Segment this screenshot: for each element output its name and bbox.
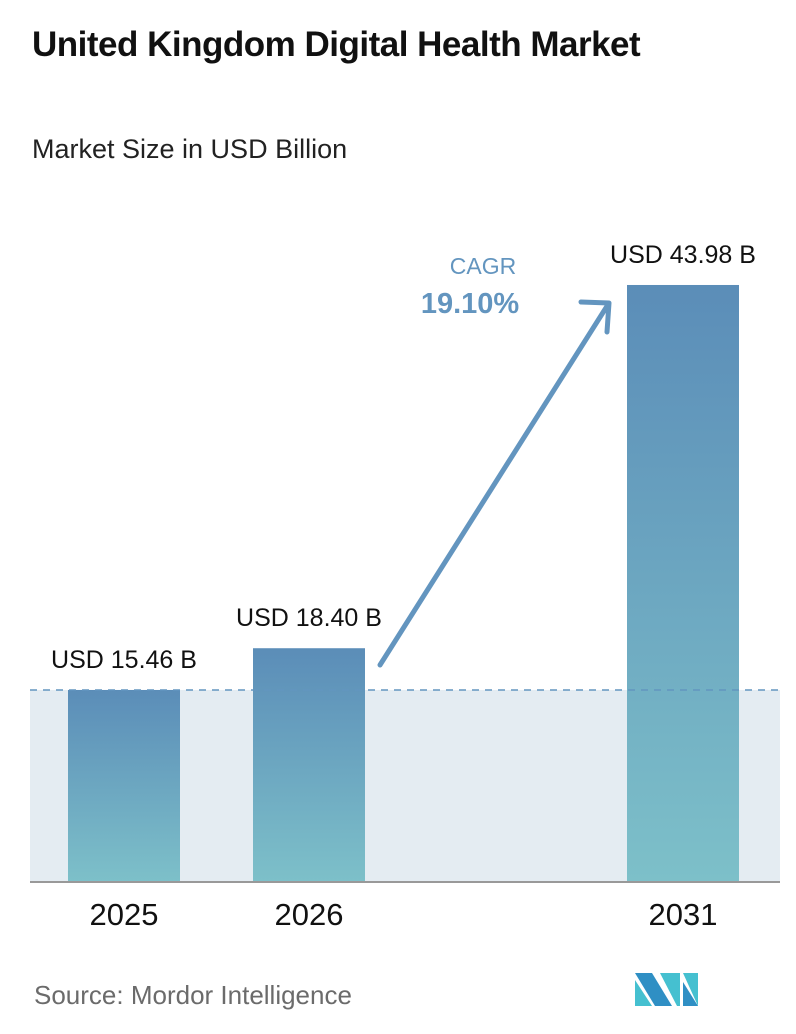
cagr-arrow [377,299,612,668]
bar-value-label: USD 18.40 B [236,604,382,632]
x-tick-label: 2031 [649,897,718,932]
x-tick-label: 2026 [275,897,344,932]
x-tick-label: 2025 [90,897,159,932]
bar-value-label: USD 43.98 B [610,241,756,269]
cagr-value: 19.10% [421,288,520,320]
bar-2025 [68,689,180,882]
bar-2026 [253,648,365,882]
bar-value-label: USD 15.46 B [51,646,197,674]
chart-title: United Kingdom Digital Health Market [32,25,641,64]
source-text: Source: Mordor Intelligence [34,980,352,1010]
cagr-label: CAGR [450,253,516,279]
chart-subtitle: Market Size in USD Billion [32,134,348,164]
bar-2031 [627,284,739,882]
